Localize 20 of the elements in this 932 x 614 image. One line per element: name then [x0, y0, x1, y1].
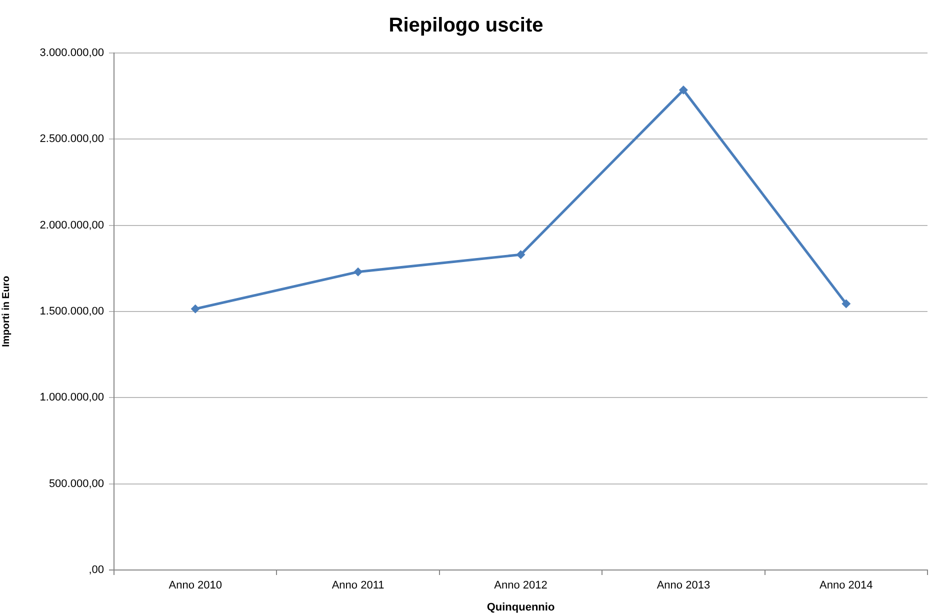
point	[842, 299, 851, 308]
x-tick-label: Anno 2010	[168, 580, 222, 592]
x-axis-title: Quinquennio	[486, 601, 555, 614]
point	[354, 267, 363, 276]
y-tick-label: 500.000,00	[48, 478, 104, 490]
x-tick-label: Anno 2011	[332, 580, 384, 592]
point	[516, 250, 526, 260]
y-tick-label: 1.000.000,00	[40, 392, 104, 404]
x-tick-label: Anno 2013	[656, 580, 710, 592]
point	[190, 304, 200, 314]
x-tick-label: Anno 2014	[820, 580, 873, 592]
y-tick-label: ,00	[88, 564, 104, 576]
point	[678, 86, 688, 95]
y-tick-label: 2.000.000,00	[40, 219, 104, 232]
y-tick-label: 2.500.000,00	[40, 133, 104, 146]
chart-title: Riepilogo uscite	[388, 14, 544, 37]
y-tick-label: 3.000.000,00	[40, 47, 104, 60]
x-tick-label: Anno 2012	[494, 580, 548, 592]
y-axis-title: Importi in Euro	[0, 276, 12, 348]
y-tick-label: 1.500.000,00	[40, 306, 104, 318]
